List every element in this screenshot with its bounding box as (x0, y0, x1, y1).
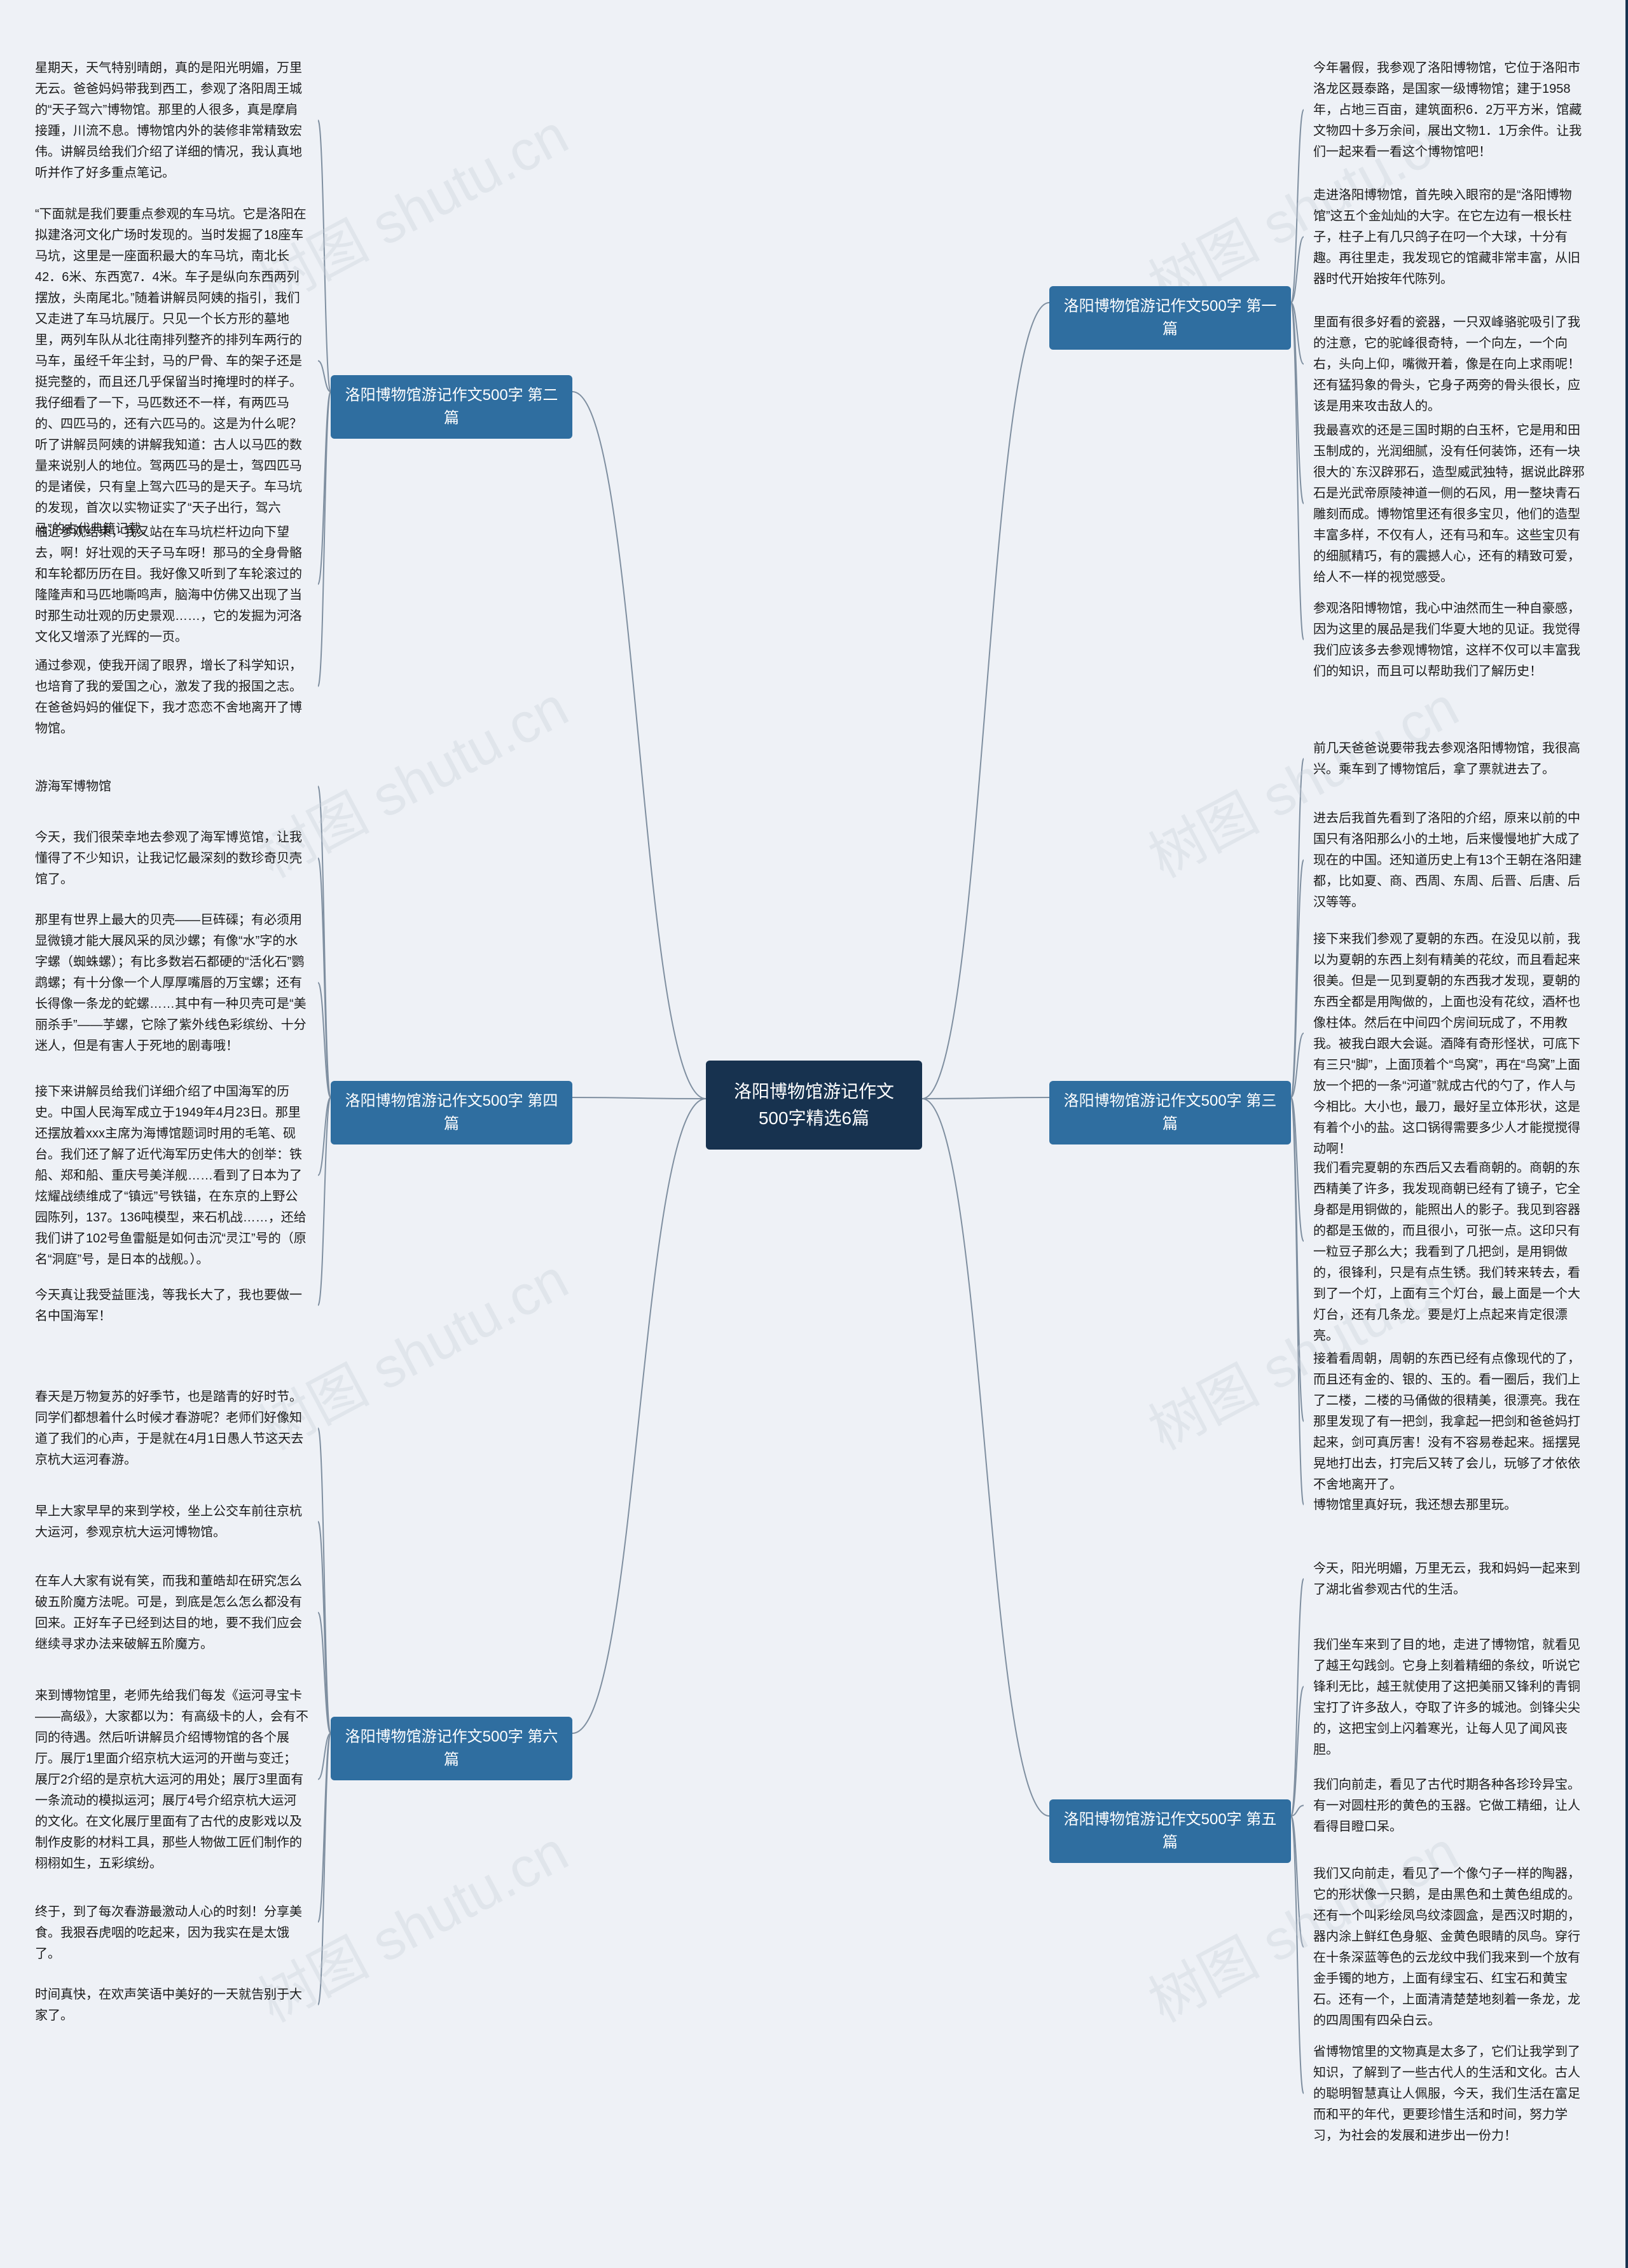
leaf-node: 今年暑假，我参观了洛阳博物馆，它位于洛阳市洛龙区聂泰路，是国家一级博物馆；建于1… (1304, 51, 1596, 170)
leaf-node: 今天真让我受益匪浅，等我长大了，我也要做一名中国海军！ (25, 1278, 318, 1334)
leaf-node: “下面就是我们要重点参观的车马坑。它是洛阳在拟建洛河文化广场时发现的。当时发掘了… (25, 197, 318, 547)
leaf-node: 参观洛阳博物馆，我心中油然而生一种自豪感，因为这里的展品是我们华夏大地的见证。我… (1304, 591, 1596, 689)
branch-node: 洛阳博物馆游记作文500字 第四篇 (331, 1081, 572, 1144)
root-node: 洛阳博物馆游记作文500字精选6篇 (706, 1061, 922, 1150)
leaf-node: 通过参观，使我开阔了眼界，增长了科学知识，也培育了我的爱国之心，激发了我的报国之… (25, 649, 318, 746)
leaf-node: 前几天爸爸说要带我去参观洛阳博物馆，我很高兴。乘车到了博物馆后，拿了票就进去了。 (1304, 731, 1596, 787)
leaf-node: 今天，阳光明媚，万里无云，我和妈妈一起来到了湖北省参观古代的生活。 (1304, 1551, 1596, 1607)
leaf-node: 临近参观结束，我又站在车马坑栏杆边向下望去，啊！好壮观的天子马车呀！那马的全身骨… (25, 515, 318, 655)
leaf-node: 早上大家早早的来到学校，坐上公交车前往京杭大运河，参观京杭大运河博物馆。 (25, 1494, 318, 1550)
leaf-node: 我最喜欢的还是三国时期的白玉杯，它是用和田玉制成的，光润细腻，没有任何装饰，还有… (1304, 413, 1596, 595)
leaf-node: 进去后我首先看到了洛阳的介绍，原来以前的中国只有洛阳那么小的土地，后来慢慢地扩大… (1304, 801, 1596, 920)
branch-node: 洛阳博物馆游记作文500字 第一篇 (1049, 286, 1291, 350)
branch-node: 洛阳博物馆游记作文500字 第三篇 (1049, 1081, 1291, 1144)
leaf-node: 星期天，天气特别晴朗，真的是阳光明媚，万里无云。爸爸妈妈带我到西工，参观了洛阳周… (25, 51, 318, 191)
leaf-node: 接着看周朝，周朝的东西已经有点像现代的了，而且还有金的、银的、玉的。看一圈后，我… (1304, 1342, 1596, 1502)
branch-node: 洛阳博物馆游记作文500字 第五篇 (1049, 1799, 1291, 1863)
branch-label: 洛阳博物馆游记作文500字 第一篇 (1064, 298, 1277, 338)
branch-node: 洛阳博物馆游记作文500字 第六篇 (331, 1717, 572, 1780)
leaf-node: 游海军博物馆 (25, 769, 318, 804)
leaf-node: 今天，我们很荣幸地去参观了海军博览馆，让我懂得了不少知识，让我记忆最深刻的数珍奇… (25, 820, 318, 897)
branch-node: 洛阳博物馆游记作文500字 第二篇 (331, 375, 572, 439)
branch-label: 洛阳博物馆游记作文500字 第五篇 (1064, 1811, 1277, 1851)
branch-label: 洛阳博物馆游记作文500字 第二篇 (345, 387, 558, 427)
leaf-node: 春天是万物复苏的好季节，也是踏青的好时节。同学们都想着什么时候才春游呢？老师们好… (25, 1380, 318, 1478)
leaf-node: 接下来讲解员给我们详细介绍了中国海军的历史。中国人民海军成立于1949年4月23… (25, 1075, 318, 1277)
leaf-node: 走进洛阳博物馆，首先映入眼帘的是“洛阳博物馆”这五个金灿灿的大字。在它左边有一根… (1304, 178, 1596, 297)
branch-label: 洛阳博物馆游记作文500字 第三篇 (1064, 1092, 1277, 1132)
leaf-node: 在车人大家有说有笑，而我和董皓却在研究怎么破五阶魔方法呢。可是，到底是怎么怎么都… (25, 1564, 318, 1662)
root-label: 洛阳博物馆游记作文500字精选6篇 (734, 1082, 894, 1128)
leaf-node: 我们坐车来到了目的地，走进了博物馆，就看见了越王勾践剑。它身上刻着精细的条纹，听… (1304, 1628, 1596, 1768)
leaf-node: 里面有很多好看的瓷器，一只双峰骆驼吸引了我的注意，它的驼峰很奇特，一个向左，一个… (1304, 305, 1596, 424)
leaf-node: 那里有世界上最大的贝壳——巨砗磲；有必须用显微镜才能大展风采的凤沙螺；有像“水”… (25, 903, 318, 1064)
leaf-node: 我们又向前走，看见了一个像勺子一样的陶器，它的形状像一只鹅，是由黑色和土黄色组成… (1304, 1857, 1596, 2038)
leaf-node: 我们看完夏朝的东西后又去看商朝的。商朝的东西精美了许多，我发现商朝已经有了镜子，… (1304, 1151, 1596, 1354)
branch-label: 洛阳博物馆游记作文500字 第六篇 (345, 1728, 558, 1768)
leaf-node: 我们向前走，看见了古代时期各种各珍玲异宝。有一对圆柱形的黄色的玉器。它做工精细，… (1304, 1768, 1596, 1845)
leaf-node: 接下来我们参观了夏朝的东西。在没见以前，我以为夏朝的东西上刻有精美的花纹，而且看… (1304, 922, 1596, 1167)
branch-label: 洛阳博物馆游记作文500字 第四篇 (345, 1092, 558, 1132)
leaf-node: 省博物馆里的文物真是太多了，它们让我学到了知识，了解到了一些古代人的生活和文化。… (1304, 2035, 1596, 2154)
leaf-node: 时间真快，在欢声笑语中美好的一天就告别于大家了。 (25, 1977, 318, 2033)
side-strip (1625, 0, 1628, 2268)
leaf-node: 博物馆里真好玩，我还想去那里玩。 (1304, 1488, 1596, 1523)
leaf-node: 来到博物馆里，老师先给我们每发《运河寻宝卡——高级》，大家都以为：有高级卡的人，… (25, 1679, 318, 1881)
leaf-node: 终于，到了每次春游最激动人心的时刻！分享美食。我狠吞虎咽的吃起来，因为我实在是太… (25, 1895, 318, 1972)
